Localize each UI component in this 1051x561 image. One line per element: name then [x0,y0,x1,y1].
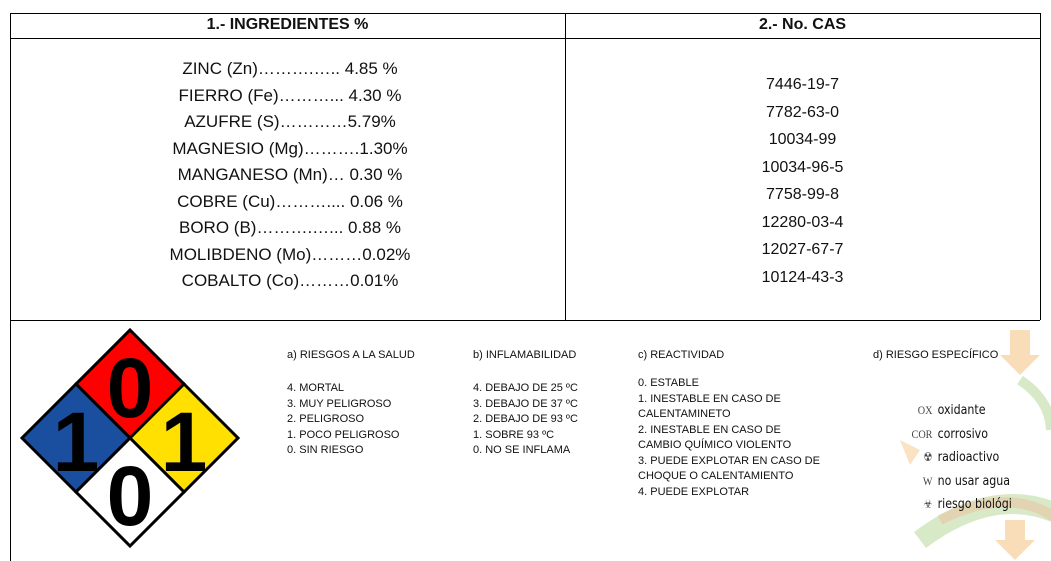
specific-label: riesgo biológi [937,497,1012,512]
legend-item: 1. POCO PELIGROSO [287,428,400,441]
border [10,320,1040,321]
legend-item: CALENTAMINETO [638,408,731,420]
legend-item: 1. INESTABLE EN CASO DE [638,392,781,405]
specific-label: radioactivo [937,450,1000,465]
ingredient: MAGNESIO (Mg)……….1.30% [172,138,408,158]
border [10,13,11,561]
border [565,13,566,320]
legend-item: 4. MORTAL [287,382,345,394]
header: 2.- No. CAS [758,16,847,33]
border [10,13,1040,14]
legend-item: 0. ESTABLE [638,377,699,389]
ingredient: COBRE (Cu)……….... 0.06 % [177,191,403,211]
legend-item: CHOQUE O CALENTAMIENTO [638,470,794,482]
border [1040,13,1041,320]
legend-item: 2. INESTABLE EN CASO DE [638,423,781,436]
legend-item: 0. SIN RIESGO [287,444,364,456]
specific-label: no usar agua [937,473,1011,489]
cas-number: 10034-99 [768,131,837,148]
nfpa-number: 1 [161,395,208,489]
cas-number: 10124-43-3 [761,268,844,286]
legend-item: CAMBIO QUÍMICO VIOLENTO [638,439,792,451]
header: 1.- INGREDIENTES % [206,16,369,33]
legend-item: 2. PELIGROSO [287,413,365,425]
specific-code: W [922,473,933,488]
cas-number: 7446-19-7 [766,76,839,93]
nfpa-number: 0 [107,341,154,435]
nfpa-diamond: 0 1 1 0 [20,327,241,549]
legend-item: 4. PUEDE EXPLOTAR [638,485,750,498]
specific-item: ☣ riesgo biológi [907,497,1012,512]
specific-code: ☣ [923,497,933,511]
specific-code: OX [917,403,933,417]
specific-label: corrosivo [937,426,988,442]
legend-item: 3. DEBAJO DE 37 ºC [473,397,578,410]
cas-number: 12280-03-4 [761,213,844,231]
cas-number: 7758-99-8 [766,186,839,203]
nfpa-number: 1 [53,395,100,489]
legend-item: 4. DEBAJO DE 25 ºC [473,382,578,394]
ingredient: COBALTO (Co)………0.01% [181,271,399,290]
legend-item: 2. DEBAJO DE 93 ºC [473,413,578,425]
ingredient: FIERRO (Fe)………... 4.30 % [178,85,402,105]
specific-code: ☢ [923,450,933,464]
cas-number: 10034-96-5 [761,158,844,176]
specific-item: COR corrosivo [907,427,988,442]
specific-code: COR [911,426,933,441]
border [10,38,1040,39]
legend-title: b) INFLAMABILIDAD [473,349,577,361]
ingredient: BORO (B)……….…... 0.88 % [179,218,401,237]
cas-number: 12027-67-7 [761,241,844,258]
legend-item: 3. PUEDE EXPLOTAR EN CASO DE [638,454,820,467]
legend-item: 3. MUY PELIGROSO [287,397,392,410]
specific-label: oxidante [937,403,986,418]
ingredient: MANGANESO (Mn)… 0.30 % [177,165,403,184]
nfpa-number: 0 [107,449,154,543]
legend-title: d) RIESGO ESPECÍFICO [873,349,999,361]
ingredient: ZINC (Zn)……….….. 4.85 % [182,59,398,78]
legend-item: 1. SOBRE 93 ºC [473,428,555,441]
legend-title: a) RIESGOS A LA SALUD [287,349,415,361]
specific-item: OX oxidante [907,403,986,418]
cas-number: 7782-63-0 [766,103,839,121]
legend-item: 0. NO SE INFLAMA [473,444,571,456]
ingredient: MOLIBDENO (Mo)………0.02% [169,244,411,264]
legend-title: c) REACTIVIDAD [638,349,725,361]
ingredient: AZUFRE (S)…………5.79% [184,112,396,131]
specific-item: ☢ radioactivo [907,450,999,465]
